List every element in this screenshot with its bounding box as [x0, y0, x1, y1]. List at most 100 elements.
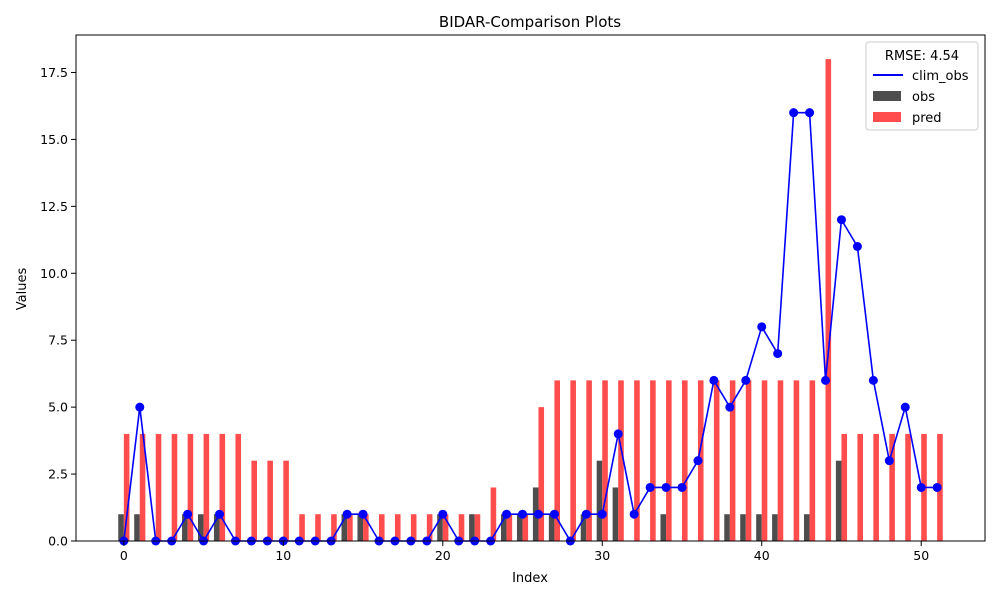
pred-bar: [251, 460, 257, 541]
pred-bar: [363, 514, 369, 541]
pred-bar: [713, 380, 720, 541]
obs-bar: [772, 514, 778, 541]
y-tick-label: 15.0: [40, 132, 68, 147]
pred-bar: [793, 380, 800, 541]
obs-bar: [182, 514, 188, 541]
pred-bar: [650, 380, 656, 541]
obs-bar: [756, 514, 762, 541]
clim_obs-point: [693, 456, 703, 466]
pred-bar: [745, 380, 752, 541]
pred-bar: [458, 514, 465, 541]
clim_obs-point: [518, 509, 528, 519]
pred-bar: [155, 433, 162, 541]
y-axis-label: Values: [15, 268, 30, 311]
pred-bar: [267, 460, 273, 541]
x-tick-label: 40: [754, 548, 770, 563]
pred-bar: [219, 433, 226, 541]
obs-bar: [341, 514, 348, 541]
pred-bar: [442, 514, 449, 541]
bars-layer: [118, 59, 943, 541]
legend-label-pred: pred: [912, 111, 942, 126]
chart-title: BIDAR-Comparison Plots: [439, 13, 621, 31]
pred-bar: [729, 380, 736, 541]
pred-bar: [777, 380, 784, 541]
clim_obs-point: [629, 509, 639, 519]
pred-bar: [682, 380, 688, 541]
clim_obs-point: [852, 242, 862, 251]
obs-bar: [501, 514, 507, 541]
obs-bar: [469, 514, 475, 541]
clim_obs-point: [773, 349, 783, 359]
clim_obs-point: [757, 322, 767, 332]
clim_obs-point: [836, 215, 846, 225]
obs-bar: [134, 514, 140, 541]
pred-bar: [506, 514, 513, 541]
clim_obs-point: [533, 509, 543, 519]
obs-bar: [740, 514, 746, 541]
pred-bar: [889, 433, 895, 541]
pred-bar: [410, 514, 417, 541]
pred-bar: [490, 487, 497, 541]
pred-bar: [538, 407, 545, 541]
x-tick-label: 30: [594, 548, 610, 563]
clim_obs-point: [916, 482, 926, 492]
obs-bar: [118, 514, 124, 541]
clim_obs-point: [884, 456, 894, 466]
pred-bar: [857, 433, 863, 541]
clim_obs-point: [581, 509, 591, 519]
pred-bar: [634, 380, 640, 541]
x-tick-label: 20: [435, 548, 451, 563]
pred-bar: [873, 433, 879, 541]
pred-bar: [570, 380, 576, 541]
legend: RMSE: 4.54 clim_obs obs pred: [865, 41, 979, 131]
clim_obs-point: [677, 482, 687, 492]
obs-bar: [580, 514, 587, 541]
x-axis-label: Index: [512, 571, 548, 586]
pred-bar: [394, 514, 401, 541]
obs-bar: [198, 514, 204, 541]
plot-area-frame: [75, 34, 986, 542]
clim_obs-point: [661, 482, 671, 492]
clim_obs-point: [868, 375, 878, 385]
y-tick-label: 5.0: [48, 400, 68, 415]
clim_obs-point: [342, 509, 352, 519]
clim_obs-point: [932, 482, 942, 492]
y-tick-label: 2.5: [48, 467, 68, 482]
clim_obs-point: [789, 108, 799, 118]
x-tick-label: 50: [913, 548, 929, 563]
clim_obs-line: [123, 111, 938, 543]
legend-label-obs: obs: [912, 90, 935, 105]
pred-bar: [315, 514, 321, 541]
obs-bar: [660, 514, 667, 541]
y-axis: 0.0 2.5 5.0 7.5 10.0 12.5 15.0 17.5: [40, 65, 76, 549]
pred-bar: [203, 433, 210, 541]
pred-bar: [283, 460, 289, 541]
legend-swatch-obs: [873, 91, 901, 101]
clim_obs-point: [725, 402, 735, 412]
pred-bar: [331, 514, 337, 541]
obs-bar: [612, 487, 619, 541]
legend-title: RMSE: 4.54: [885, 49, 959, 64]
legend-box: [865, 41, 979, 131]
clim_obs-point: [183, 509, 193, 519]
clim_obs-point: [438, 509, 448, 519]
clim_obs-point: [549, 509, 559, 519]
clim_obs-point: [900, 402, 910, 412]
obs-bar: [213, 514, 220, 541]
y-tick-label: 0.0: [48, 534, 68, 549]
clim_obs-point: [741, 375, 751, 385]
obs-bar: [835, 460, 842, 541]
obs-bar: [516, 514, 523, 541]
y-tick-label: 17.5: [40, 65, 68, 80]
clim_obs-point: [597, 509, 607, 519]
obs-bar: [357, 514, 364, 541]
pred-bar: [809, 380, 816, 541]
pred-bar: [123, 433, 130, 541]
pred-bar: [586, 380, 592, 541]
clim_obs-point: [613, 429, 623, 439]
pred-bar: [474, 514, 481, 541]
pred-bar: [299, 514, 305, 541]
x-tick-label: 0: [120, 548, 128, 563]
clim_obs-point: [821, 375, 831, 385]
